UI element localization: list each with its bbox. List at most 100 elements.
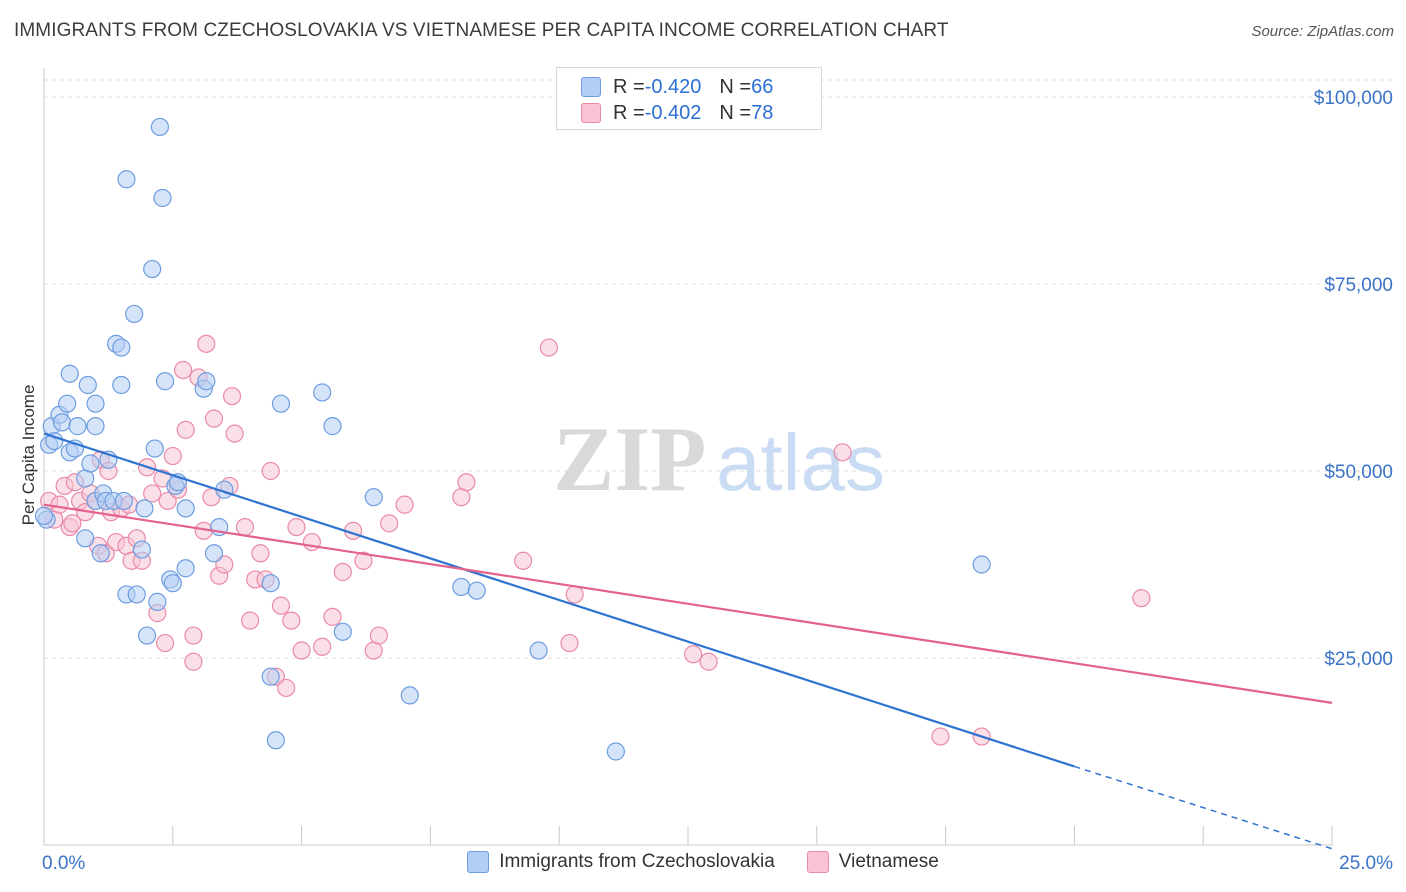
data-point <box>127 585 146 604</box>
data-point <box>155 372 175 391</box>
data-point <box>313 637 332 656</box>
data-point <box>287 517 306 537</box>
data-point <box>972 555 991 574</box>
data-point <box>81 454 100 473</box>
data-point <box>63 514 82 533</box>
series-legend: Immigrants from Czechoslovakia Vietnames… <box>0 851 1406 873</box>
data-point <box>323 417 342 436</box>
data-point <box>235 517 255 537</box>
r-value: -0.420 <box>644 75 702 98</box>
trendline-czechoslovakia <box>43 432 1075 768</box>
data-point <box>261 574 280 593</box>
stats-legend: R = -0.420 N = 66 R = -0.402 N = 78 <box>556 67 822 130</box>
legend-item-vietnamese[interactable]: Vietnamese <box>806 851 939 873</box>
data-point <box>215 555 234 574</box>
n-label: N = <box>719 101 752 124</box>
data-point <box>684 645 703 664</box>
r-label: R = <box>613 75 645 98</box>
y-tick-label: $25,000 <box>1324 649 1393 670</box>
blue-swatch <box>467 851 490 873</box>
data-point <box>91 544 110 563</box>
data-point <box>50 495 69 514</box>
data-point <box>76 529 95 548</box>
data-point <box>112 338 131 357</box>
data-point <box>143 259 162 279</box>
watermark-atlas: atlas <box>716 418 885 507</box>
data-point <box>266 731 285 750</box>
data-point <box>222 387 242 406</box>
data-point <box>137 626 157 645</box>
data-point <box>606 742 625 761</box>
data-point <box>452 577 471 597</box>
data-point <box>364 488 383 507</box>
data-point <box>204 544 224 563</box>
data-point <box>143 484 162 503</box>
data-point <box>225 424 244 443</box>
data-point <box>132 540 151 559</box>
data-point <box>204 409 224 428</box>
legend-label: Immigrants from Czechoslovakia <box>499 851 775 872</box>
data-point <box>1132 589 1151 608</box>
legend-item-czechoslovakia[interactable]: Immigrants from Czechoslovakia <box>467 851 775 873</box>
data-point <box>514 551 533 570</box>
data-point <box>114 491 133 511</box>
data-point <box>457 473 476 492</box>
trendline-vietnamese <box>43 503 1333 704</box>
data-point <box>176 420 195 439</box>
data-point <box>333 562 352 582</box>
watermark-zip: ZIP <box>553 408 706 510</box>
data-point <box>158 491 177 511</box>
n-value: 66 <box>751 75 774 98</box>
data-point <box>529 641 548 660</box>
data-point <box>931 727 950 746</box>
data-point <box>240 611 260 630</box>
data-point <box>395 495 414 514</box>
data-point <box>176 559 195 578</box>
data-point <box>86 417 105 436</box>
data-point <box>184 626 203 645</box>
data-point <box>176 499 195 518</box>
pink-swatch <box>806 851 829 873</box>
data-point <box>380 514 399 533</box>
legend-label: Vietnamese <box>838 851 939 872</box>
y-tick-label: $75,000 <box>1324 275 1393 296</box>
data-point <box>45 431 64 451</box>
data-point <box>251 544 270 563</box>
data-point <box>78 375 97 395</box>
data-point <box>117 170 136 189</box>
data-point <box>60 364 79 383</box>
data-point <box>313 383 332 402</box>
data-point <box>333 622 352 641</box>
data-point <box>354 551 373 570</box>
data-point <box>302 532 322 552</box>
r-value: -0.402 <box>644 101 702 124</box>
y-tick-label: $100,000 <box>1314 88 1393 109</box>
data-point <box>135 499 154 518</box>
data-point <box>699 652 718 671</box>
data-point <box>565 585 584 604</box>
data-point <box>174 360 193 380</box>
data-point <box>150 117 170 137</box>
x-tick-label-max: 25.0% <box>1339 853 1393 874</box>
data-point <box>52 413 72 432</box>
data-point <box>560 633 579 653</box>
data-point <box>271 394 291 413</box>
x-tick-label-min: 0.0% <box>42 853 85 874</box>
data-point <box>282 611 301 630</box>
data-point <box>323 607 342 626</box>
y-tick-label: $50,000 <box>1324 462 1393 483</box>
data-point <box>155 633 175 653</box>
data-point <box>467 581 486 600</box>
data-point <box>261 461 280 481</box>
data-point <box>148 592 167 612</box>
data-point <box>197 334 216 353</box>
data-point <box>58 394 77 413</box>
pink-swatch <box>581 103 601 123</box>
data-point <box>68 417 87 436</box>
data-point <box>271 596 291 615</box>
data-point <box>145 439 164 458</box>
data-point <box>369 626 388 645</box>
data-point <box>261 667 280 686</box>
r-label: R = <box>613 101 645 124</box>
